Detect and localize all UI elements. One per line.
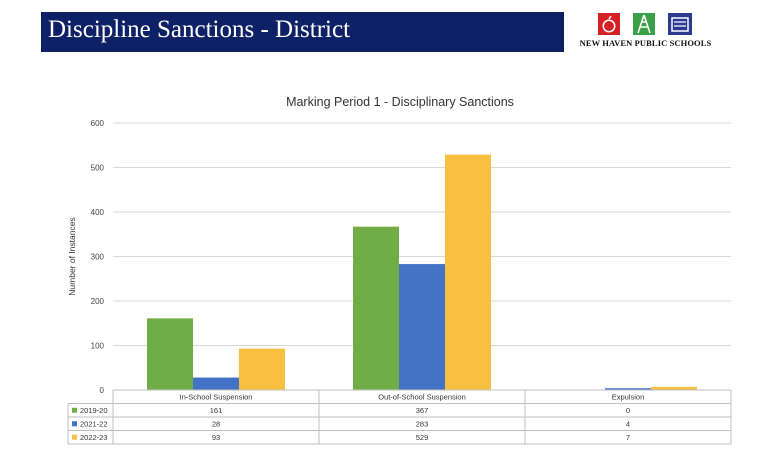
chart-title: Marking Period 1 - Disciplinary Sanction… [286,95,514,109]
legend-swatch [72,434,77,440]
data-label: 7 [626,433,630,442]
y-tick-label: 300 [91,253,105,262]
bar [605,388,651,390]
bar [239,348,285,390]
data-label: 93 [212,433,220,442]
logo-icons [598,13,692,35]
category-label: Out-of-School Suspension [378,393,466,402]
data-label: 28 [212,420,220,429]
tower-icon [633,13,655,35]
bar [399,264,445,390]
data-label: 0 [626,406,630,415]
data-label: 367 [416,406,429,415]
y-tick-label: 400 [91,208,105,217]
y-tick-label: 100 [91,342,105,351]
y-tick-label: 500 [91,164,105,173]
category-label: Expulsion [612,393,645,402]
legend-label: 2022-23 [80,433,108,442]
book-icon [668,13,692,35]
y-tick-label: 200 [91,297,105,306]
y-tick-label: 0 [100,386,105,395]
data-label: 161 [210,406,223,415]
data-label: 4 [626,420,630,429]
bar [147,318,193,390]
header-banner: Discipline Sanctions - District [41,12,564,52]
bar [445,154,491,390]
legend-swatch [72,421,77,427]
data-label: 529 [416,433,429,442]
y-axis-label: Number of Instances [67,217,77,295]
legend-label: 2021-22 [80,420,108,429]
category-label: In-School Suspension [180,393,253,402]
bar [651,386,697,390]
district-logo: NEW HAVEN PUBLIC SCHOOLS [578,12,713,52]
bar [353,226,399,390]
page-title: Discipline Sanctions - District [48,16,351,43]
legend-swatch [72,407,77,413]
logo-text: NEW HAVEN PUBLIC SCHOOLS [579,38,712,48]
y-tick-label: 600 [91,119,105,128]
legend-label: 2019-20 [80,406,108,415]
bar [193,377,239,390]
apple-icon [598,13,620,35]
data-label: 283 [416,420,429,429]
